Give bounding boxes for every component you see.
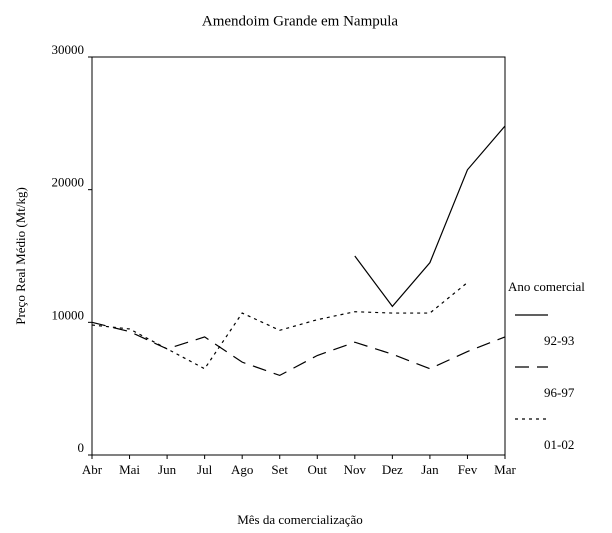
x-tick-label: Mai <box>119 462 140 477</box>
x-tick-label: Set <box>271 462 288 477</box>
plot-frame <box>91 56 506 456</box>
y-tick-label: 0 <box>78 440 85 455</box>
chart-title: Amendoim Grande em Nampula <box>202 13 399 29</box>
y-tick-label: 10000 <box>52 307 85 322</box>
x-axis-label: Mês da comercialização <box>237 512 363 527</box>
y-axis-label: Preço Real Médio (Mt/kg) <box>13 187 28 325</box>
series-line <box>354 125 506 308</box>
legend-label: 01-02 <box>544 437 574 452</box>
legend-title: Ano comercial <box>508 279 585 294</box>
x-tick-label: Jul <box>197 462 213 477</box>
x-tick-label: Out <box>308 462 328 477</box>
x-tick-label: Jan <box>421 462 439 477</box>
series-line <box>91 282 468 370</box>
y-tick-label: 20000 <box>52 175 85 190</box>
x-tick-label: Dez <box>382 462 403 477</box>
x-tick-label: Ago <box>231 462 253 477</box>
x-tick-label: Fev <box>458 462 478 477</box>
x-tick-label: Jun <box>158 462 177 477</box>
x-tick-label: Nov <box>344 462 367 477</box>
legend-label: 92-93 <box>544 333 574 348</box>
y-tick-label: 30000 <box>52 42 85 57</box>
x-tick-label: Abr <box>82 462 103 477</box>
series-line <box>91 321 506 377</box>
legend-label: 96-97 <box>544 385 575 400</box>
x-tick-label: Mar <box>494 462 516 477</box>
